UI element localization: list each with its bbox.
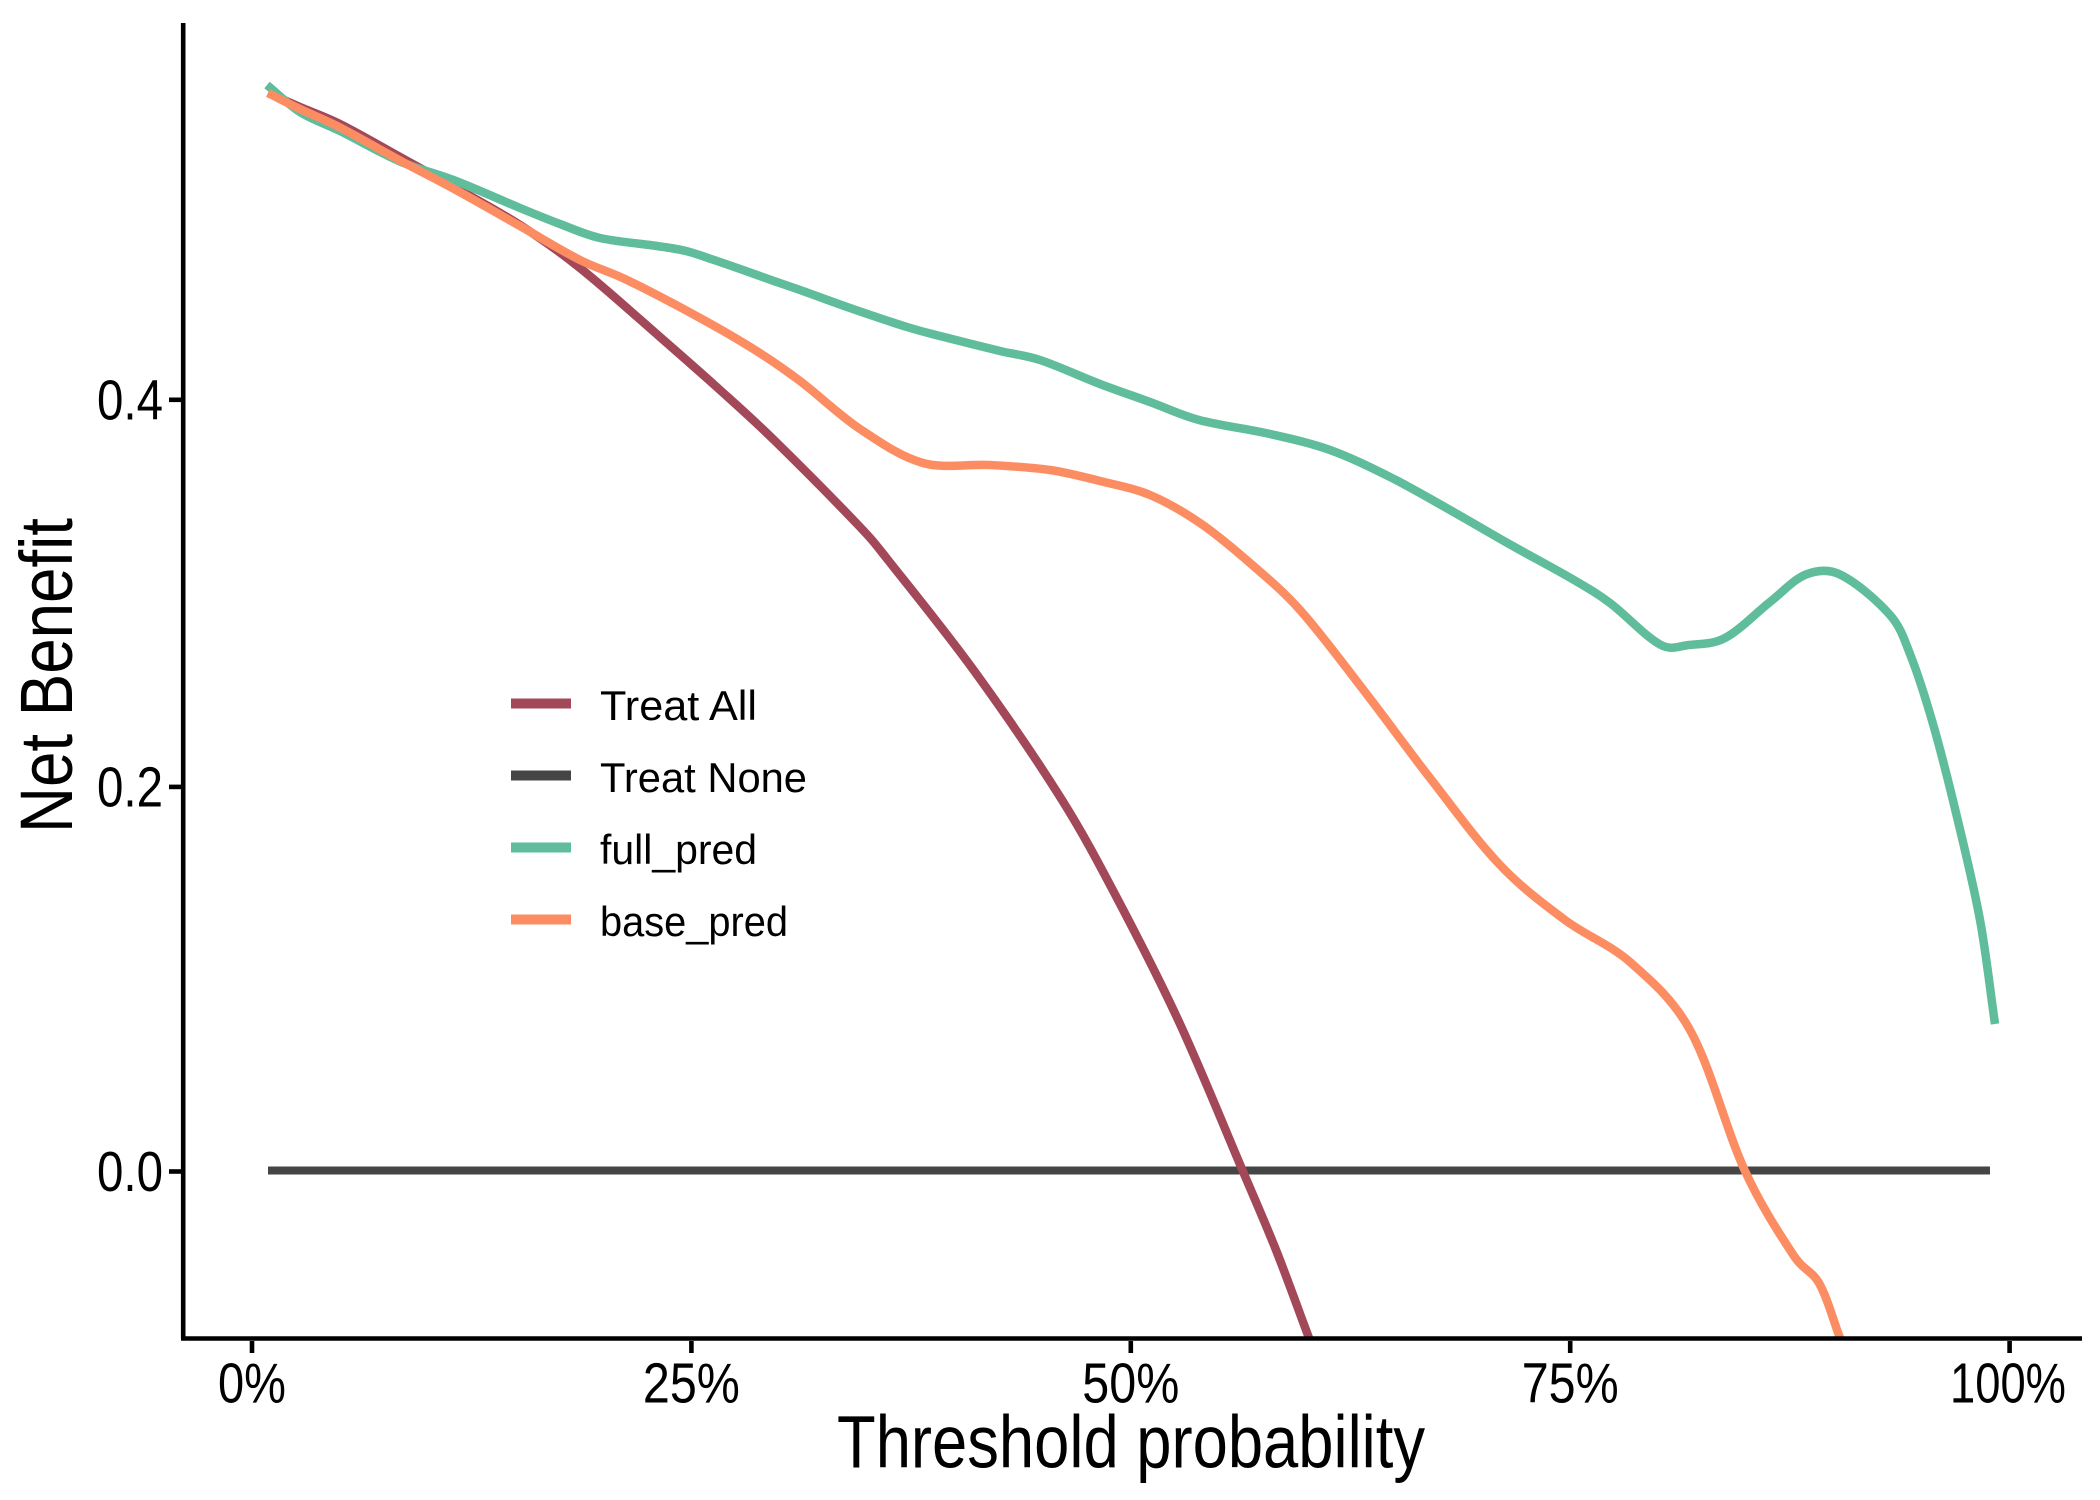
svg-text:Threshold probability: Threshold probability xyxy=(837,1401,1425,1484)
svg-text:0.2: 0.2 xyxy=(97,756,163,820)
svg-text:50%: 50% xyxy=(1082,1352,1179,1416)
svg-text:Net Benefit: Net Benefit xyxy=(5,518,88,833)
svg-text:75%: 75% xyxy=(1522,1352,1619,1416)
svg-text:0%: 0% xyxy=(218,1352,286,1416)
svg-text:0.0: 0.0 xyxy=(97,1140,163,1204)
svg-text:25%: 25% xyxy=(643,1352,740,1416)
svg-text:Treat None: Treat None xyxy=(600,754,807,801)
svg-text:full_pred: full_pred xyxy=(600,826,757,873)
svg-text:100%: 100% xyxy=(1950,1352,2066,1416)
svg-text:base_pred: base_pred xyxy=(600,898,788,945)
svg-text:Treat All: Treat All xyxy=(600,682,757,729)
svg-text:0.4: 0.4 xyxy=(97,369,163,433)
